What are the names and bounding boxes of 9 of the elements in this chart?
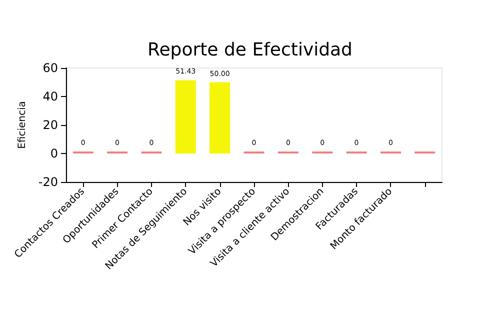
chart-title: Reporte de Efectividad bbox=[148, 40, 352, 60]
y-axis-title: Eficiencia bbox=[17, 101, 28, 149]
bar bbox=[175, 80, 196, 154]
bar bbox=[210, 82, 230, 154]
y-tick-label: 20 bbox=[42, 118, 58, 132]
y-tick-label: 40 bbox=[42, 90, 58, 104]
y-tick-label: 0 bbox=[50, 146, 58, 160]
y-tick-label: -20 bbox=[38, 175, 58, 189]
y-tick-label: 60 bbox=[42, 61, 58, 75]
